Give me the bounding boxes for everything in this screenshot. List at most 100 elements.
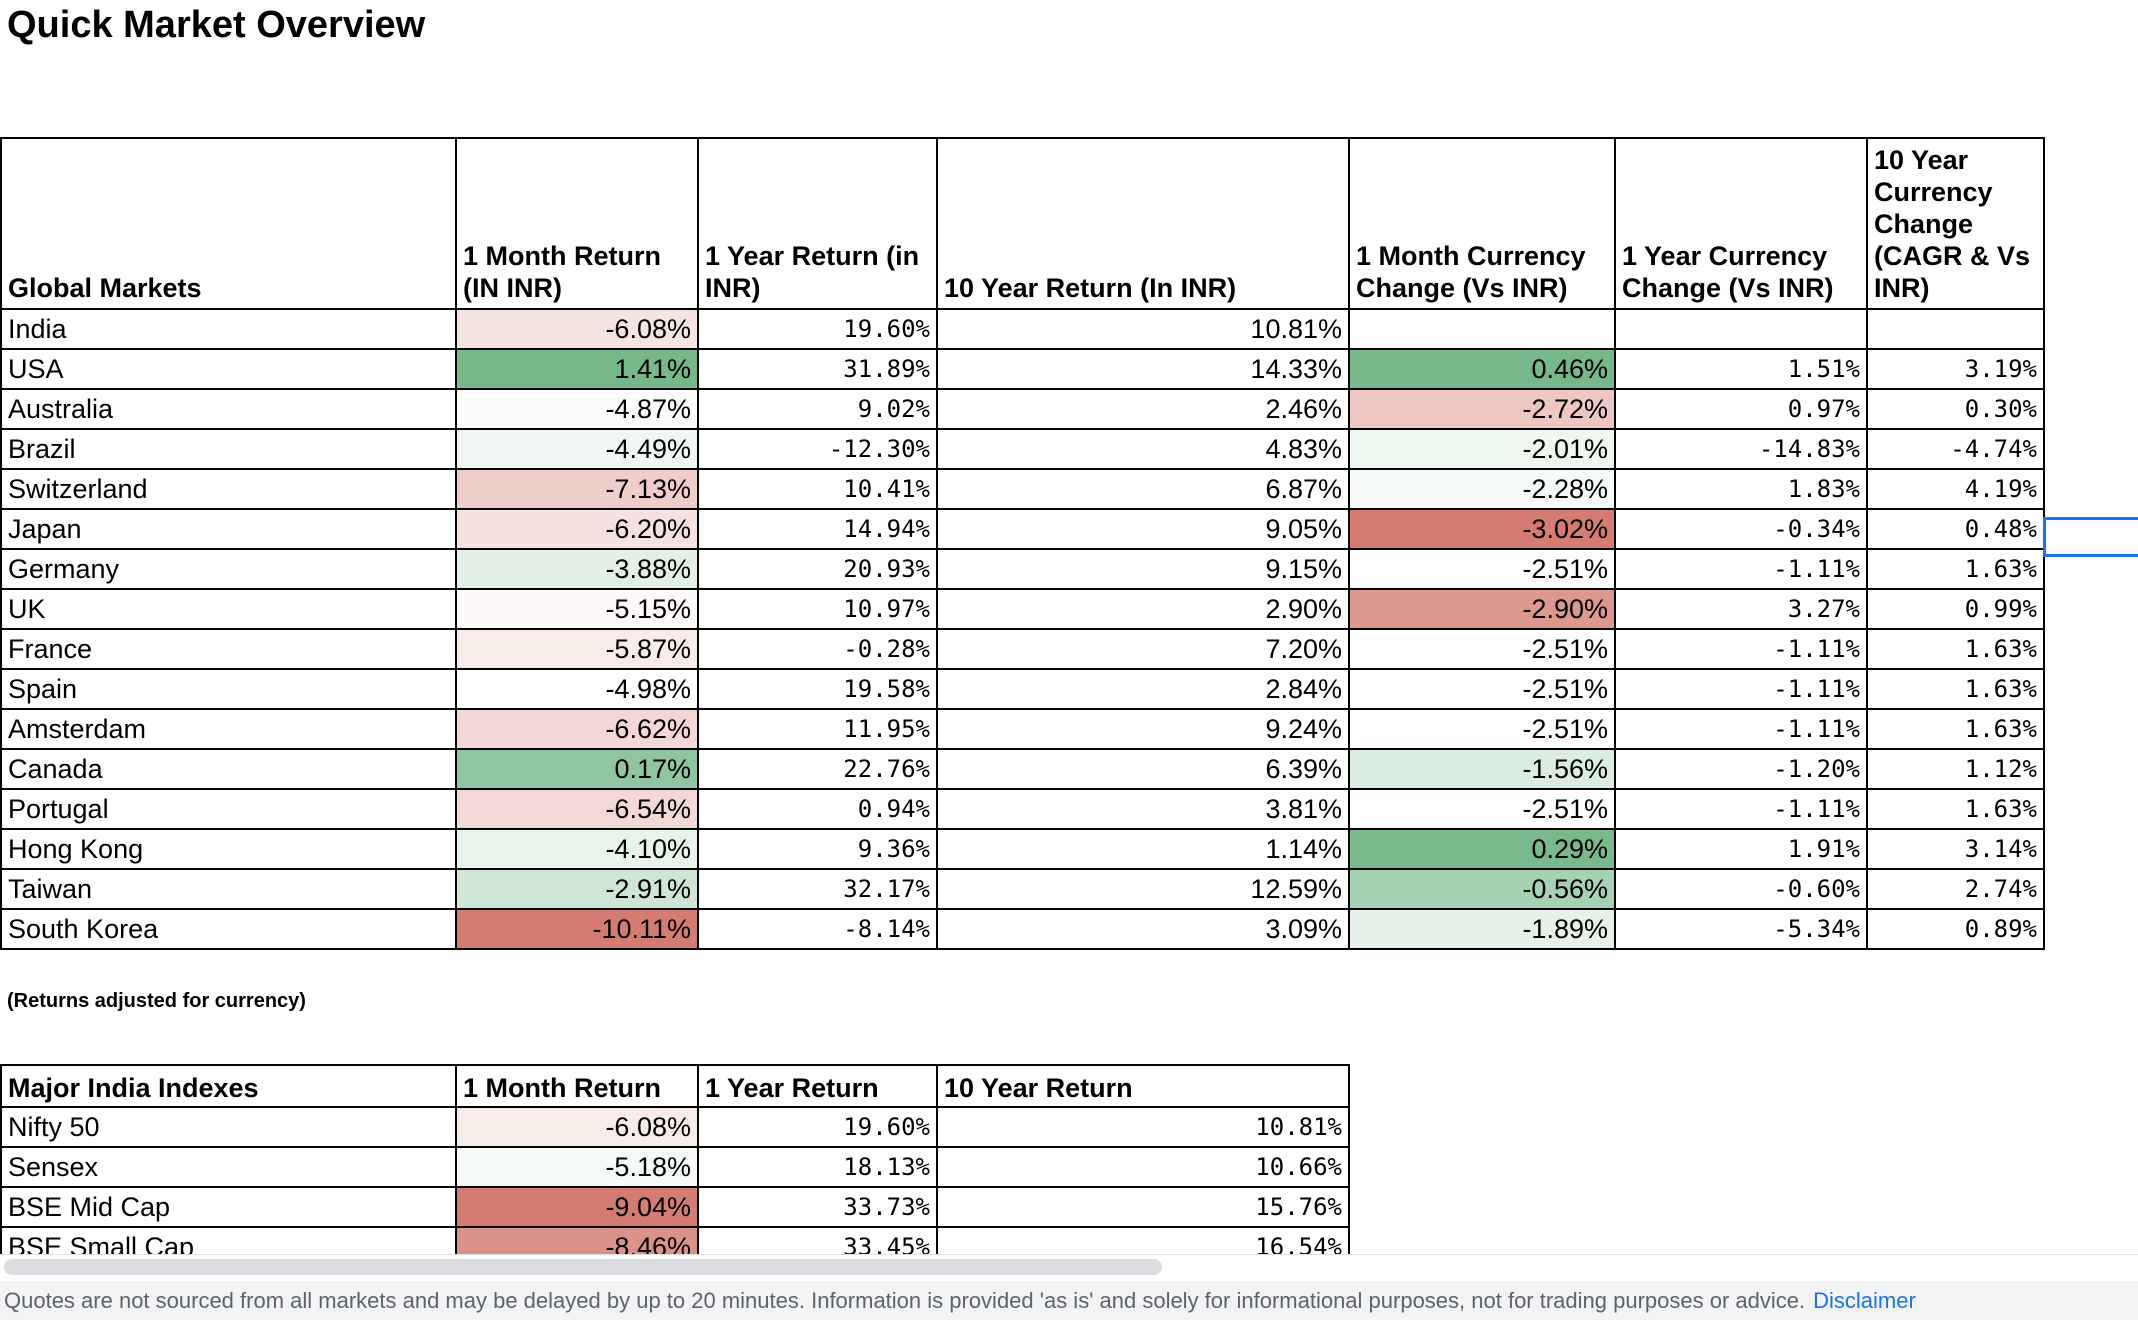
ten-year-return-cell[interactable]: 9.15%: [936, 548, 1350, 590]
month-currency-change-cell[interactable]: -1.89%: [1348, 908, 1616, 950]
ten-year-return-cell[interactable]: 9.05%: [936, 508, 1350, 550]
month-currency-change-cell[interactable]: -2.51%: [1348, 708, 1616, 750]
year-return-cell[interactable]: -8.14%: [697, 908, 938, 950]
header-cell[interactable]: 1 Month Currency Change (Vs INR): [1348, 137, 1616, 310]
month-currency-change-cell[interactable]: -2.51%: [1348, 668, 1616, 710]
year-return-cell[interactable]: 14.94%: [697, 508, 938, 550]
market-cell[interactable]: India: [0, 308, 457, 350]
ten-year-return-cell[interactable]: 4.83%: [936, 428, 1350, 470]
month-return-cell[interactable]: -4.98%: [455, 668, 699, 710]
index-name-cell[interactable]: BSE Mid Cap: [0, 1186, 457, 1228]
ten-year-currency-change-cell[interactable]: 1.63%: [1866, 668, 2045, 710]
year-return-cell[interactable]: 18.13%: [697, 1146, 938, 1188]
year-return-cell[interactable]: 19.58%: [697, 668, 938, 710]
year-currency-change-cell[interactable]: -0.34%: [1614, 508, 1868, 550]
market-cell[interactable]: Japan: [0, 508, 457, 550]
ten-year-return-cell[interactable]: 10.81%: [936, 1106, 1350, 1148]
month-return-cell[interactable]: -6.08%: [455, 1106, 699, 1148]
year-currency-change-cell[interactable]: -1.11%: [1614, 628, 1868, 670]
header-cell[interactable]: 10 Year Return: [936, 1064, 1350, 1108]
year-currency-change-cell[interactable]: 3.27%: [1614, 588, 1868, 630]
market-cell[interactable]: Canada: [0, 748, 457, 790]
month-currency-change-cell[interactable]: -3.02%: [1348, 508, 1616, 550]
ten-year-return-cell[interactable]: 2.46%: [936, 388, 1350, 430]
market-cell[interactable]: Switzerland: [0, 468, 457, 510]
index-name-cell[interactable]: Sensex: [0, 1146, 457, 1188]
year-return-cell[interactable]: 31.89%: [697, 348, 938, 390]
month-return-cell[interactable]: -5.87%: [455, 628, 699, 670]
header-cell[interactable]: 1 Year Return: [697, 1064, 938, 1108]
month-currency-change-cell[interactable]: -2.28%: [1348, 468, 1616, 510]
ten-year-currency-change-cell[interactable]: 4.19%: [1866, 468, 2045, 510]
ten-year-return-cell[interactable]: 3.81%: [936, 788, 1350, 830]
ten-year-currency-change-cell[interactable]: 0.89%: [1866, 908, 2045, 950]
month-return-cell[interactable]: -6.08%: [455, 308, 699, 350]
year-currency-change-cell[interactable]: -0.60%: [1614, 868, 1868, 910]
header-cell[interactable]: 1 Month Return (IN INR): [455, 137, 699, 310]
month-currency-change-cell[interactable]: -1.56%: [1348, 748, 1616, 790]
ten-year-currency-change-cell[interactable]: 3.14%: [1866, 828, 2045, 870]
year-return-cell[interactable]: 33.45%: [697, 1226, 938, 1254]
year-return-cell[interactable]: 10.97%: [697, 588, 938, 630]
market-cell[interactable]: Australia: [0, 388, 457, 430]
year-return-cell[interactable]: 9.02%: [697, 388, 938, 430]
ten-year-currency-change-cell[interactable]: 1.63%: [1866, 548, 2045, 590]
month-return-cell[interactable]: -10.11%: [455, 908, 699, 950]
year-currency-change-cell[interactable]: -5.34%: [1614, 908, 1868, 950]
year-return-cell[interactable]: 22.76%: [697, 748, 938, 790]
year-return-cell[interactable]: 9.36%: [697, 828, 938, 870]
year-currency-change-cell[interactable]: 1.83%: [1614, 468, 1868, 510]
year-currency-change-cell[interactable]: -1.11%: [1614, 708, 1868, 750]
header-cell[interactable]: 10 Year Currency Change (CAGR & Vs INR): [1866, 137, 2045, 310]
year-currency-change-cell[interactable]: -1.20%: [1614, 748, 1868, 790]
market-cell[interactable]: Brazil: [0, 428, 457, 470]
year-return-cell[interactable]: 11.95%: [697, 708, 938, 750]
year-currency-change-cell[interactable]: 1.51%: [1614, 348, 1868, 390]
month-return-cell[interactable]: -6.54%: [455, 788, 699, 830]
year-return-cell[interactable]: -12.30%: [697, 428, 938, 470]
month-return-cell[interactable]: -7.13%: [455, 468, 699, 510]
ten-year-return-cell[interactable]: 2.90%: [936, 588, 1350, 630]
month-currency-change-cell[interactable]: 0.29%: [1348, 828, 1616, 870]
ten-year-currency-change-cell[interactable]: 1.63%: [1866, 788, 2045, 830]
month-return-cell[interactable]: 0.17%: [455, 748, 699, 790]
ten-year-return-cell[interactable]: 9.24%: [936, 708, 1350, 750]
year-currency-change-cell[interactable]: -1.11%: [1614, 788, 1868, 830]
ten-year-return-cell[interactable]: 1.14%: [936, 828, 1350, 870]
market-cell[interactable]: Hong Kong: [0, 828, 457, 870]
month-currency-change-cell[interactable]: -2.51%: [1348, 628, 1616, 670]
month-currency-change-cell[interactable]: -2.90%: [1348, 588, 1616, 630]
ten-year-currency-change-cell[interactable]: 0.30%: [1866, 388, 2045, 430]
ten-year-return-cell[interactable]: 6.87%: [936, 468, 1350, 510]
month-currency-change-cell[interactable]: -2.72%: [1348, 388, 1616, 430]
month-return-cell[interactable]: -4.49%: [455, 428, 699, 470]
month-currency-change-cell[interactable]: 0.46%: [1348, 348, 1616, 390]
header-cell[interactable]: Global Markets: [0, 137, 457, 310]
market-cell[interactable]: Taiwan: [0, 868, 457, 910]
market-cell[interactable]: Spain: [0, 668, 457, 710]
header-cell[interactable]: Major India Indexes: [0, 1064, 457, 1108]
month-return-cell[interactable]: -5.18%: [455, 1146, 699, 1188]
ten-year-currency-change-cell[interactable]: 1.63%: [1866, 628, 2045, 670]
month-return-cell[interactable]: -2.91%: [455, 868, 699, 910]
market-cell[interactable]: USA: [0, 348, 457, 390]
scrollbar-thumb[interactable]: [4, 1259, 1162, 1275]
ten-year-return-cell[interactable]: 3.09%: [936, 908, 1350, 950]
ten-year-return-cell[interactable]: 15.76%: [936, 1186, 1350, 1228]
month-currency-change-cell[interactable]: [1348, 308, 1616, 350]
ten-year-return-cell[interactable]: 6.39%: [936, 748, 1350, 790]
ten-year-currency-change-cell[interactable]: 1.12%: [1866, 748, 2045, 790]
month-currency-change-cell[interactable]: -2.01%: [1348, 428, 1616, 470]
index-name-cell[interactable]: Nifty 50: [0, 1106, 457, 1148]
ten-year-return-cell[interactable]: 16.54%: [936, 1226, 1350, 1254]
year-return-cell[interactable]: 19.60%: [697, 1106, 938, 1148]
disclaimer-link[interactable]: Disclaimer: [1813, 1288, 1916, 1313]
header-cell[interactable]: 10 Year Return (In INR): [936, 137, 1350, 310]
ten-year-currency-change-cell[interactable]: 1.63%: [1866, 708, 2045, 750]
year-return-cell[interactable]: 32.17%: [697, 868, 938, 910]
ten-year-currency-change-cell[interactable]: 0.48%: [1866, 508, 2045, 550]
market-cell[interactable]: UK: [0, 588, 457, 630]
month-return-cell[interactable]: -9.04%: [455, 1186, 699, 1228]
header-cell[interactable]: 1 Year Currency Change (Vs INR): [1614, 137, 1868, 310]
month-currency-change-cell[interactable]: -2.51%: [1348, 788, 1616, 830]
